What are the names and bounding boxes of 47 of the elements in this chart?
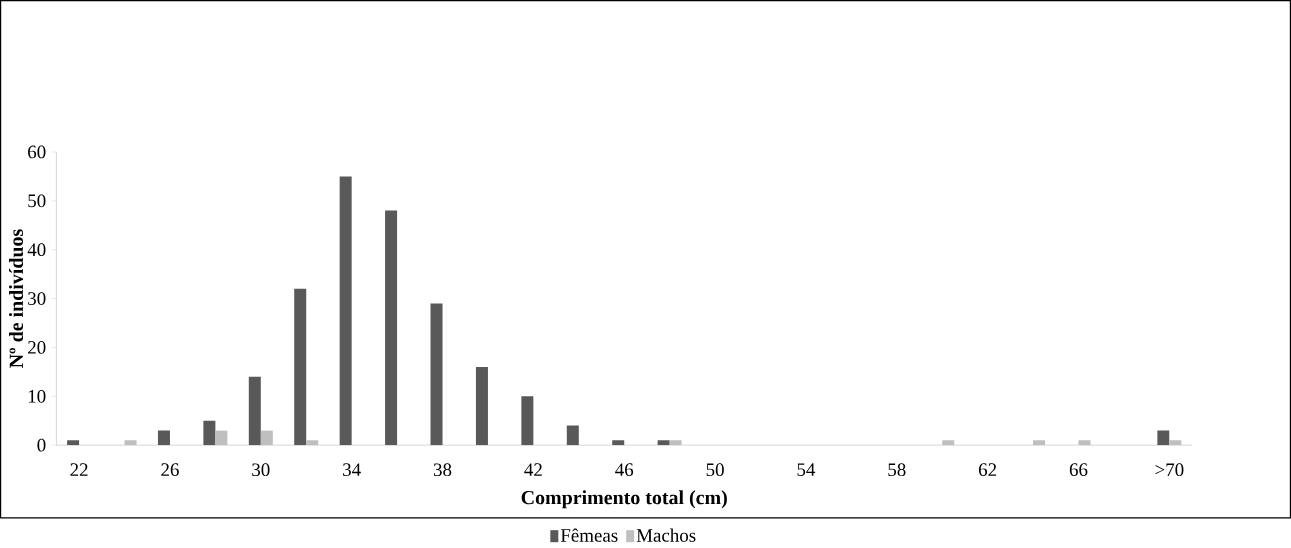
bar [124, 440, 137, 446]
y-tick-label: 50 [28, 194, 46, 208]
y-tick-label: 20 [28, 341, 46, 354]
bar [67, 440, 80, 446]
x-tick-label: 26 [161, 463, 179, 477]
x-tick-label: >70 [1155, 463, 1184, 477]
bar [339, 176, 352, 446]
legend-label: Fêmeas [560, 528, 618, 542]
x-axis-title: Comprimento total (cm) [521, 490, 727, 509]
x-tick-label: 58 [888, 463, 906, 477]
bar [294, 288, 307, 446]
x-tick-label: 34 [343, 463, 361, 477]
bar [612, 440, 625, 446]
x-tick-label: 38 [433, 463, 452, 477]
bar [669, 440, 682, 446]
bar [430, 303, 443, 446]
x-tick-label: 30 [252, 463, 270, 477]
bar [1033, 440, 1046, 446]
bar [248, 376, 261, 446]
x-tick-label: 46 [615, 463, 634, 477]
y-tick-label: 40 [27, 243, 46, 257]
bar [1157, 430, 1170, 446]
bar [1169, 440, 1182, 446]
y-tick-label: 30 [28, 292, 46, 305]
bar [306, 440, 319, 446]
bar [942, 440, 955, 446]
bar [203, 420, 216, 446]
x-tick-label: 50 [706, 463, 724, 477]
x-tick-label: 22 [70, 463, 88, 476]
bar [385, 210, 398, 446]
x-tick-label: 54 [797, 463, 816, 477]
bar [566, 425, 579, 446]
legend-label: Machos [636, 528, 696, 542]
x-tick-label: 66 [1069, 463, 1088, 477]
x-tick-label: 42 [524, 463, 542, 476]
bar [1078, 440, 1091, 446]
y-tick-label: 60 [28, 145, 46, 159]
bar [657, 440, 670, 446]
y-tick-label: 0 [37, 438, 46, 452]
bar [260, 430, 273, 446]
x-tick-label: 62 [978, 463, 997, 477]
bar [157, 430, 170, 446]
bar [521, 396, 534, 446]
y-tick-label: 10 [28, 389, 46, 403]
bar [215, 430, 228, 446]
y-axis-title: Nº de indivíduos [9, 229, 24, 368]
bar [475, 367, 488, 446]
